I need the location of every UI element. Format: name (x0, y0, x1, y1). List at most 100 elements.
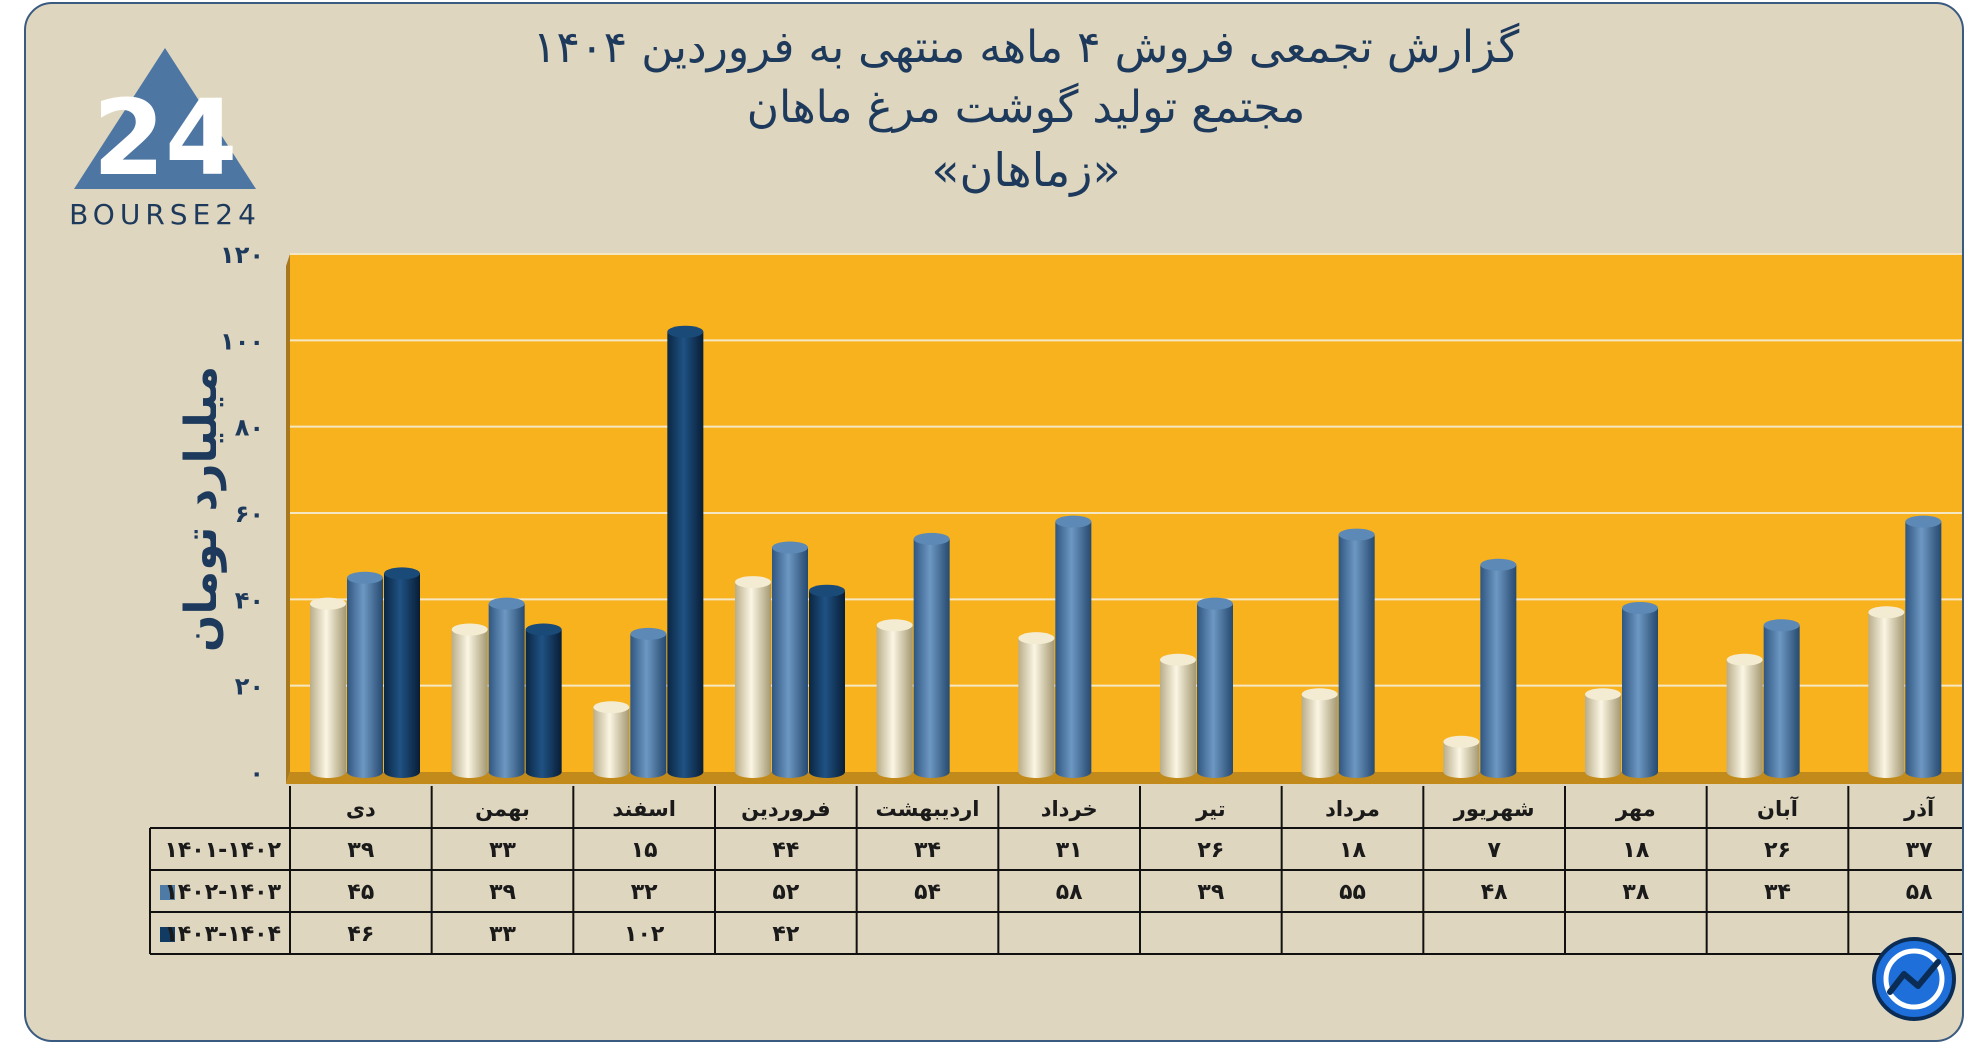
bar-base (1055, 766, 1092, 778)
table-cell: ۲۶ (1764, 838, 1791, 863)
category-label: آذر (1903, 796, 1935, 821)
bar-body (1868, 612, 1905, 772)
bar-body (347, 577, 383, 772)
bar (1197, 597, 1233, 778)
table-cell: ۳۷ (1906, 838, 1933, 863)
bar-body (1197, 603, 1233, 772)
table-cell: ۱۰۲ (624, 922, 665, 947)
bar-body (1301, 694, 1338, 772)
table-cell: ۴۶ (347, 922, 374, 947)
table-cell: ۵۵ (1339, 880, 1366, 905)
table-cell: ۴۲ (772, 922, 799, 947)
bar-body (1585, 694, 1621, 772)
category-label: خرداد (1041, 797, 1098, 821)
bar-cap (876, 619, 913, 632)
bar-base (1301, 766, 1338, 778)
bar-body (1018, 638, 1055, 772)
chart-frame: گزارش تجمعی فروش ۴ ماهه منتهی به فروردین… (24, 2, 1964, 1042)
bar-base (1443, 766, 1480, 778)
data-table: دی بهمن اسفند فروردین اردیبهشت خرداد تیر مرداد ش… (149, 786, 1962, 955)
bar-base (1197, 766, 1233, 778)
bar (1301, 688, 1338, 778)
bar-cap (384, 567, 420, 580)
bar-cap (593, 701, 630, 714)
bar-body (525, 629, 562, 772)
bar-base (525, 766, 562, 778)
bar-base (451, 766, 488, 778)
category-label: بهمن (475, 797, 530, 821)
bar-body (876, 625, 913, 772)
table-cell: ۳۳ (489, 922, 516, 947)
bar-body (1622, 607, 1658, 772)
category-label: آبان (1757, 796, 1799, 821)
bar-base (1585, 766, 1621, 778)
bar-base (630, 766, 667, 778)
bar-body (772, 547, 808, 772)
bar-cap (1585, 688, 1621, 701)
bar-base (310, 766, 346, 778)
category-label: اردیبهشت (876, 797, 980, 821)
bar (1763, 619, 1800, 778)
bar (1018, 632, 1055, 778)
bar-cap (772, 541, 808, 554)
bar-cap (913, 532, 950, 545)
bar (310, 597, 346, 778)
table-cell: ۵۴ (914, 880, 941, 905)
y-axis-ticks: ۰ ۲۰ ۴۰ ۶۰ ۸۰ ۱۰۰ ۱۲۰ (220, 241, 264, 787)
bar-cap (1480, 558, 1517, 571)
chart-title-line-1: گزارش تجمعی فروش ۴ ماهه منتهی به فروردین… (533, 22, 1520, 73)
y-tick-label: ۶۰ (235, 500, 264, 528)
table-cell: ۳۹ (347, 838, 374, 863)
bar-base (1622, 766, 1658, 778)
y-tick-label: ۰ (249, 759, 264, 787)
table-cell: ۵۲ (772, 880, 799, 905)
bar (1055, 515, 1092, 778)
bar (913, 532, 950, 778)
corner-logo-arrow (1887, 959, 1941, 995)
bar-base (384, 766, 420, 778)
bar-base (593, 766, 630, 778)
bar-body (1055, 521, 1092, 772)
category-label: شهریور (1453, 797, 1535, 821)
bar-cap (1726, 653, 1763, 666)
bar-body (1480, 564, 1517, 772)
bar-cap (1055, 515, 1092, 528)
bar (876, 619, 913, 778)
bar-cap (809, 584, 845, 597)
bar-base (1905, 766, 1942, 778)
category-label: مرداد (1325, 797, 1380, 821)
category-label: تیر (1195, 797, 1226, 821)
bar (1160, 653, 1196, 778)
bar (1868, 606, 1905, 778)
bar-base (1480, 766, 1517, 778)
bar-cap (667, 325, 704, 338)
table-cell: ۳۹ (489, 880, 516, 905)
bar-body (593, 707, 630, 772)
chart-svg: گزارش تجمعی فروش ۴ ماهه منتهی به فروردین… (69, 22, 1962, 1021)
table-cell: ۱۵ (631, 838, 658, 863)
bar-cap (1018, 632, 1055, 645)
bar-base (1763, 766, 1800, 778)
bar-base (488, 766, 525, 778)
y-tick-label: ۲۰ (235, 673, 264, 701)
table-cell: ۴۴ (772, 838, 799, 863)
bar (593, 701, 630, 778)
bar (1480, 558, 1517, 778)
bar-body (630, 633, 667, 772)
bar-base (347, 766, 383, 778)
bar (667, 325, 704, 778)
bar (630, 627, 667, 778)
table-cell: ۴۵ (347, 880, 374, 905)
bar (384, 567, 420, 778)
table-cell: ۲۶ (1197, 838, 1224, 863)
bar-base (735, 766, 771, 778)
grid-lines (290, 253, 1962, 687)
table-cell: ۳۴ (914, 838, 941, 863)
bar-base (809, 766, 845, 778)
table-cell: ۵۸ (1056, 880, 1083, 905)
bar-cap (735, 576, 771, 589)
bar-cap (1868, 606, 1905, 619)
bar-body (1726, 659, 1763, 772)
series-name: ۱۴۰۲-۱۴۰۳ (164, 880, 281, 905)
chart-title-line-2: مجتمع تولید گوشت مرغ ماهان (747, 82, 1306, 133)
